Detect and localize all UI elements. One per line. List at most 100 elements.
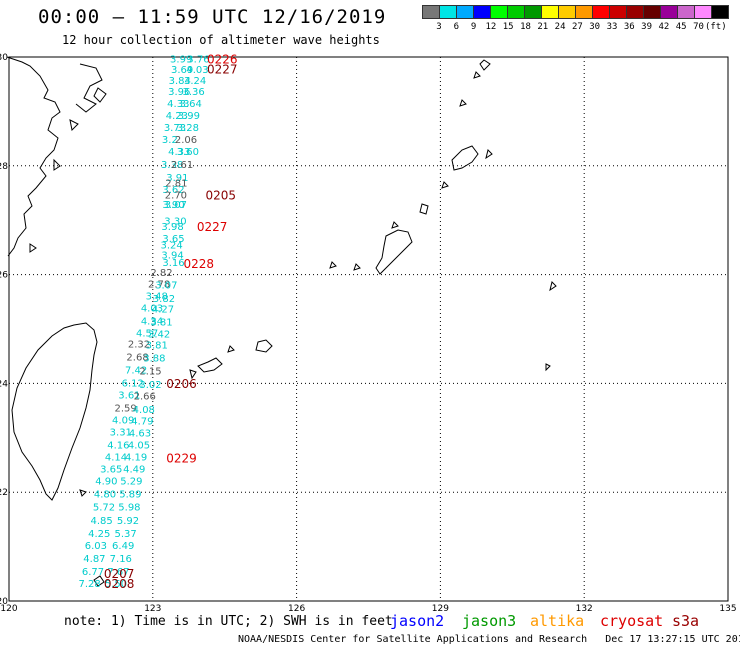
- swh-value: 7.28: [79, 579, 101, 590]
- color-scale-label: 33: [606, 22, 618, 32]
- color-scale-label: 9: [470, 22, 477, 32]
- swh-value: 4.57: [136, 329, 158, 340]
- mission-jason3: jason3: [462, 612, 517, 630]
- swh-value: 2.59: [114, 404, 136, 415]
- map-frame: [8, 56, 729, 602]
- swh-value: 3.90: [162, 200, 184, 211]
- pass-time-label: 0227: [197, 220, 228, 234]
- pass-time-label: 0206: [166, 377, 197, 391]
- color-scale-label: 39: [641, 22, 653, 32]
- axis-tick-labels: 120 123 126 129 132 135 30 28 26 24 22 20: [0, 53, 737, 614]
- swh-value: 5.98: [118, 503, 140, 514]
- page-subtitle: 12 hour collection of altimeter wave hei…: [62, 33, 380, 47]
- pass-time-label: 0229: [166, 451, 197, 465]
- mission-jason2: jason2: [390, 612, 445, 630]
- amami-coastline: [451, 145, 479, 171]
- china-coastline: [6, 56, 61, 257]
- pass-time-label: 0226: [207, 53, 238, 67]
- generated-timestamp: Dec 17 13:27:15 UTC 2019: [605, 634, 740, 645]
- mission-s3a: s3a: [672, 612, 700, 630]
- swh-value: 4.63: [129, 429, 151, 440]
- swh-value: 7.16: [110, 554, 132, 565]
- taiwan-coastline: [11, 322, 98, 501]
- pass-time-label: 0205: [206, 189, 237, 203]
- swh-value: 2.61: [171, 160, 193, 171]
- color-scale-label: 42: [658, 22, 670, 32]
- swh-value: 3.2: [162, 135, 178, 146]
- color-scale-label: 18: [520, 22, 531, 32]
- color-scale-label: 24: [554, 22, 566, 32]
- swh-value: 3.96: [168, 87, 190, 98]
- swh-value: 5.92: [117, 516, 139, 527]
- color-scale-label: 27: [571, 22, 583, 32]
- swh-value: 7.67: [107, 567, 129, 578]
- swh-value: 3.24: [184, 76, 206, 87]
- swh-value: 6.03: [85, 541, 107, 552]
- color-scale-label: 36: [623, 22, 635, 32]
- lon-tick-label: 123: [144, 604, 161, 614]
- color-swatch: [711, 5, 729, 19]
- swh-value: 4.25: [88, 529, 110, 540]
- lon-tick-label: 126: [288, 604, 305, 614]
- color-scale-label: 12: [485, 22, 497, 32]
- swh-value: 4.79: [131, 417, 153, 428]
- swh-value: 2.32: [128, 339, 150, 350]
- swh-value: 3.91: [166, 173, 188, 184]
- lon-tick-label: 120: [0, 604, 17, 614]
- swh-value: 3.38: [161, 160, 183, 171]
- swh-value: 3.42: [148, 330, 170, 341]
- swh-value: 3.69: [171, 65, 193, 76]
- lat-tick-label: 22: [0, 488, 8, 498]
- swh-value: 2.68: [126, 353, 148, 364]
- coastlines: [6, 56, 557, 587]
- swh-value: 2.81: [165, 178, 187, 189]
- color-scale-bar: [422, 5, 729, 19]
- swh-value: 3.02: [139, 380, 161, 391]
- swh-value: 2.06: [175, 135, 197, 146]
- swh-value: 2.78: [148, 280, 170, 291]
- swh-value: 4.33: [167, 99, 189, 110]
- color-scale-label: 6: [453, 22, 460, 32]
- swh-value: 2.15: [139, 367, 161, 378]
- swh-value: 3.82: [153, 294, 175, 305]
- swh-value: 3.61: [118, 391, 140, 402]
- swh-value: 4.08: [133, 405, 155, 416]
- ishigaki-coastline: [197, 357, 223, 373]
- swh-value: 3.98: [161, 222, 183, 233]
- swh-value: 3.07: [165, 200, 187, 211]
- swh-value: 3.16: [162, 258, 184, 269]
- color-scale-label: 3: [436, 22, 442, 32]
- lat-lon-grid: [8, 56, 729, 602]
- miyako-coastline: [255, 339, 273, 353]
- swh-value: 3.31: [110, 428, 132, 439]
- swh-value: 3.62: [162, 185, 184, 196]
- swh-value: 4.80: [94, 490, 116, 501]
- swh-value: 4.14: [105, 453, 127, 464]
- lat-tick-label: 26: [0, 271, 8, 281]
- swh-value: 2.82: [150, 268, 172, 279]
- swh-value: 3.99: [170, 54, 192, 65]
- lat-tick-label: 20: [0, 597, 8, 607]
- swh-value: 5.29: [120, 477, 142, 488]
- swh-value: 4.03: [141, 304, 163, 315]
- swh-value: 3.73: [164, 123, 186, 134]
- swh-value: 4.03: [186, 65, 208, 76]
- footer-note: note: 1) Time is in UTC; 2) SWH is in fe…: [64, 614, 393, 629]
- swh-value: 3.65: [162, 234, 184, 245]
- swh-value: 4.49: [123, 465, 145, 476]
- swh-value: 3.81: [150, 318, 172, 329]
- pass-time-label: 0207: [104, 567, 135, 581]
- swh-value: 4.33: [168, 147, 190, 158]
- page-title: 00:00 — 11:59 UTC 12/16/2019: [38, 6, 387, 28]
- swh-labels: 3.993.763.694.033.843.243.963.364.333.64…: [79, 54, 210, 589]
- swh-value: 5.72: [93, 503, 115, 514]
- swh-value: 3.76: [187, 54, 209, 65]
- lat-tick-label: 30: [0, 53, 8, 63]
- okinawa-coastline: [375, 229, 413, 275]
- swh-value: 2.66: [134, 392, 156, 403]
- swh-value: 3.99: [178, 111, 200, 122]
- lat-tick-label: 28: [0, 162, 8, 172]
- swh-value: 3.60: [177, 147, 199, 158]
- swh-value: 3.07: [155, 281, 177, 292]
